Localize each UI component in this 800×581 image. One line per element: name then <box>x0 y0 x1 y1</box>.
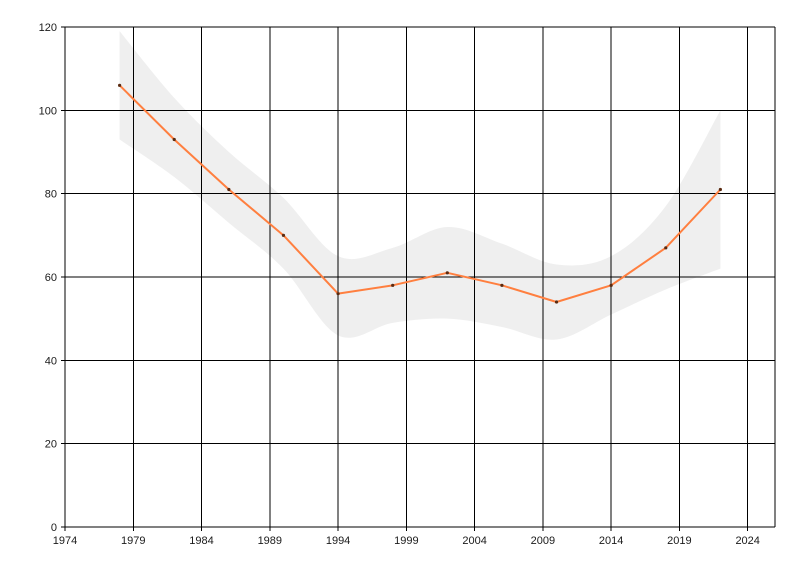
x-tick-label-1979: 1979 <box>121 535 145 547</box>
tick-labels-layer: 1974 1979 1984 1989 1994 1999 2004 2009 2014 2019… <box>39 22 760 547</box>
data-point-2006 <box>500 283 504 287</box>
data-point-2010 <box>554 300 559 304</box>
y-tick-label-40: 40 <box>45 355 57 367</box>
y-tick-label-100: 100 <box>39 105 57 117</box>
y-tick-label-120: 120 <box>39 22 57 34</box>
data-point-2002 <box>445 271 449 275</box>
y-tick-label-60: 60 <box>45 272 57 284</box>
series-line-0 <box>118 84 722 303</box>
data-point-2018 <box>664 246 668 250</box>
series-layer <box>118 83 722 304</box>
data-point-1978 <box>118 83 122 87</box>
x-tick-label-2009: 2009 <box>531 535 555 547</box>
x-tick-label-1984: 1984 <box>189 535 213 547</box>
data-point-1986 <box>227 187 231 192</box>
y-tick-label-20: 20 <box>45 439 57 451</box>
grid-layer <box>65 26 776 527</box>
data-point-1990 <box>281 233 286 237</box>
x-tick-label-2024: 2024 <box>735 535 759 547</box>
x-tick-label-1974: 1974 <box>53 535 77 547</box>
data-point-2014 <box>609 283 613 287</box>
x-tick-label-2014: 2014 <box>599 535 623 547</box>
data-point-1998 <box>391 283 395 287</box>
x-tick-label-2019: 2019 <box>667 535 691 547</box>
confidence-band-layer <box>119 31 721 340</box>
x-tick-label-1989: 1989 <box>258 535 282 547</box>
x-tick-label-1994: 1994 <box>326 535 350 547</box>
data-point-1994 <box>336 292 340 296</box>
data-point-2022 <box>718 187 722 192</box>
confidence-band <box>119 31 721 340</box>
x-tick-label-1999: 1999 <box>394 535 418 547</box>
axes-layer <box>61 26 775 531</box>
y-tick-label-80: 80 <box>45 189 57 201</box>
y-tick-label-0: 0 <box>51 522 57 534</box>
x-tick-label-2004: 2004 <box>462 535 486 547</box>
data-point-1982 <box>172 137 176 142</box>
